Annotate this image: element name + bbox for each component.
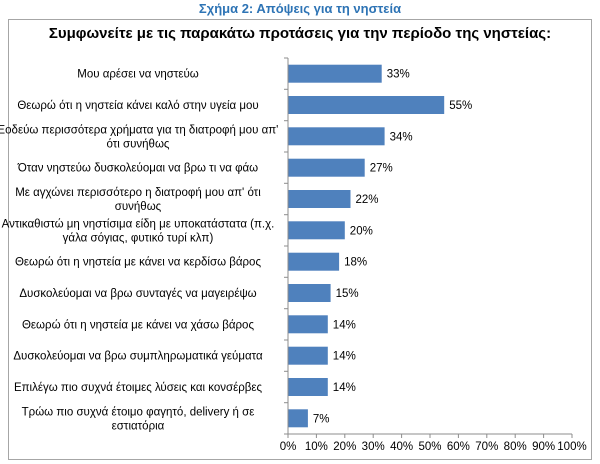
x-tick-label: 20% <box>333 441 356 453</box>
bar <box>288 346 328 365</box>
bar-value-label: 7% <box>313 413 330 425</box>
bar-value-label: 27% <box>370 163 393 175</box>
category-label: Θεωρώ ότι η νηστεία με κάνει να κερδίσω … <box>15 257 261 269</box>
x-tick-label: 80% <box>504 441 527 453</box>
bar-value-label: 14% <box>333 319 356 331</box>
bar <box>288 158 365 177</box>
category-label: Θεωρώ ότι η νηστεία κάνει καλό στην υγεί… <box>17 100 258 112</box>
bar <box>288 315 328 334</box>
bar <box>288 252 340 271</box>
x-tick-label: 10% <box>305 441 328 453</box>
bar <box>288 284 331 302</box>
category-label: Τρώω πιο συχνά έτοιμο φαγητό, delivery ή… <box>22 406 255 432</box>
bar-value-label: 55% <box>449 100 472 112</box>
bar-value-label: 14% <box>333 382 356 394</box>
bar-value-label: 34% <box>390 131 413 143</box>
x-tick-label: 40% <box>390 441 413 453</box>
category-label: Αντικαθιστώ μη νηστίσιμα είδη με υποκατά… <box>2 218 275 244</box>
bar <box>288 64 382 83</box>
category-label: Θεωρώ ότι η νηστεία με κάνει να χάσω βάρ… <box>22 319 254 331</box>
bar-value-label: 20% <box>350 225 373 237</box>
category-label: Δυσκολεύομαι να βρω συνταγές να μαγειρέψ… <box>19 288 256 300</box>
bar-value-label: 15% <box>336 288 359 300</box>
category-label: Με αγχώνει περισσότερο η διατροφή μου απ… <box>15 187 261 213</box>
x-tick-label: 0% <box>280 441 297 453</box>
bar <box>288 96 445 114</box>
x-tick-label: 60% <box>447 441 470 453</box>
category-label: Μου αρέσει να νηστεύω <box>77 69 199 81</box>
x-tick-label: 100% <box>557 441 586 453</box>
bar-value-label: 33% <box>387 69 410 81</box>
bar-value-label: 22% <box>356 194 379 206</box>
x-tick-label: 30% <box>362 441 385 453</box>
category-label: Δυσκολεύομαι να βρω συμπληρωματικά γεύμα… <box>13 351 263 363</box>
figure-caption: Σχήμα 2: Απόψεις για τη νηστεία <box>198 1 402 16</box>
category-label: Όταν νηστεύω δυσκολεύομαι να βρω τι να φ… <box>17 163 258 175</box>
bar-value-label: 18% <box>344 257 367 269</box>
x-tick-label: 70% <box>475 441 498 453</box>
x-tick-label: 90% <box>532 441 555 453</box>
bar <box>288 221 345 240</box>
bar-value-label: 14% <box>333 351 356 363</box>
bar <box>288 127 385 146</box>
chart-title: Συμφωνείτε με τις παρακάτω προτάσεις για… <box>48 25 552 42</box>
category-label: Ξοδεύω περισσότερα χρήματα για τη διατρο… <box>0 124 278 150</box>
category-label: Επιλέγω πιο συχνά έτοιμες λύσεις και κον… <box>14 382 263 394</box>
x-tick-label: 50% <box>418 441 441 453</box>
bar <box>288 190 351 208</box>
bar <box>288 409 308 428</box>
bar <box>288 378 328 396</box>
